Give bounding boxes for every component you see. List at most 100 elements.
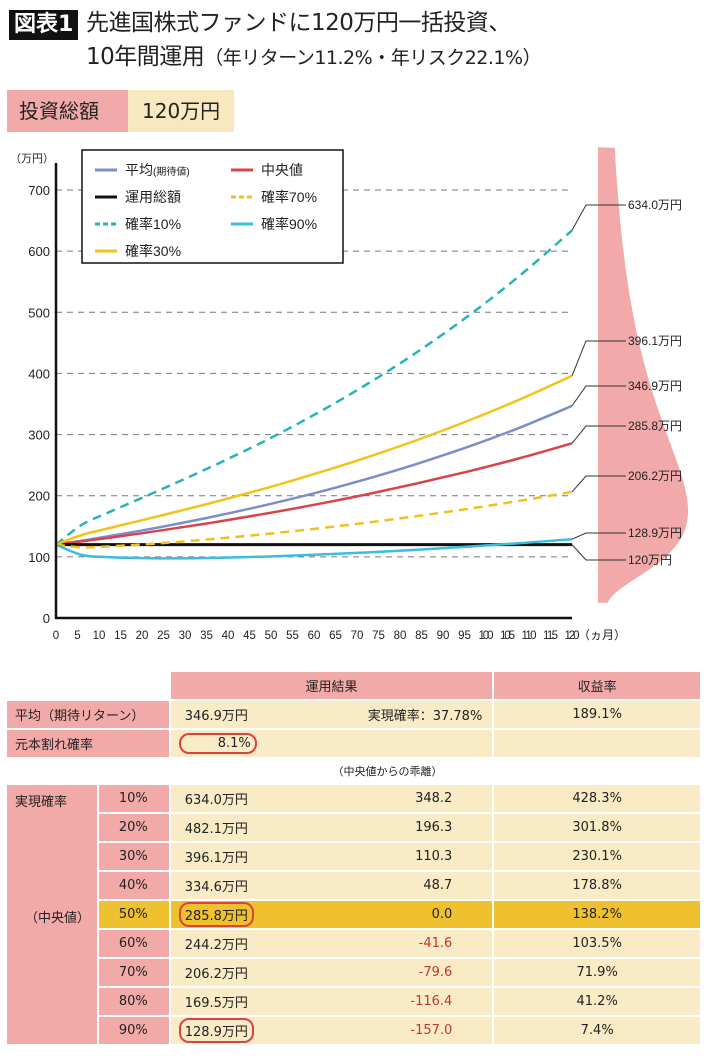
distribution-shape	[598, 147, 688, 603]
probability-row: 40% 334.6万円 48.7 178.8%	[7, 872, 700, 899]
loss-value-cell: 8.1%	[170, 730, 493, 757]
value-cell: 334.6万円 48.7	[170, 872, 493, 899]
callout-line	[571, 532, 626, 540]
x-tick-label: 80	[394, 630, 407, 642]
x-tick-label: 75	[372, 630, 385, 642]
x-tick-label: 50	[265, 630, 278, 642]
legend-label: 運用総額	[125, 189, 181, 205]
value: 169.5万円	[184, 996, 248, 1011]
value: 285.8万円	[178, 902, 254, 927]
end-value-label: 285.8万円	[628, 419, 682, 433]
y-tick-label: 500	[28, 305, 50, 320]
prob-cell: 90%	[98, 1017, 169, 1044]
value-cell: 482.1万円 196.3	[170, 814, 493, 841]
chart-title-line2: 10年間運用（年リターン11.2%・年リスク22.1%）	[86, 42, 542, 73]
y-axis-unit: （万円）	[10, 152, 54, 165]
y-tick-label: 100	[28, 550, 50, 565]
x-tick-label: 120	[565, 630, 580, 642]
loss-label: 元本割れ確率	[7, 730, 169, 757]
rate-cell: 103.5%	[494, 930, 700, 957]
prob-cell: 20%	[98, 814, 169, 841]
y-tick-label: 0	[43, 611, 50, 626]
legend-box	[81, 149, 344, 264]
figure-tag: 図表1	[9, 10, 79, 40]
deviation: -116.4	[410, 994, 453, 1009]
line-chart: 0 100 200 300 400 500 600 700 0 5 10 15 20 25 30 35 40 45…	[10, 147, 688, 642]
caption-row: （中央値からの乖離）	[7, 759, 700, 783]
value-cell: 634.0万円 348.2	[170, 785, 493, 812]
legend-label: 確率10%	[125, 216, 181, 232]
rate-cell: 230.1%	[494, 843, 700, 870]
probability-row: 60% 244.2万円 -41.6 103.5%	[7, 930, 700, 957]
deviation: -79.6	[418, 965, 453, 980]
x-tick-label: 10	[93, 630, 106, 642]
value: 128.9万円	[178, 1018, 254, 1043]
prob-cell: 30%	[98, 843, 169, 870]
rate-cell: 7.4%	[494, 1017, 700, 1044]
value-cell: 285.8万円 0.0	[170, 901, 493, 928]
series-line-3	[55, 490, 573, 549]
end-value-label: 206.2万円	[628, 469, 682, 483]
value: 396.1万円	[184, 851, 248, 866]
series-line-5	[55, 537, 573, 560]
prob-cell: 50%	[98, 901, 169, 928]
group-label-cell: 実現確率 （中央値）	[7, 785, 97, 1044]
rate-cell: 41.2%	[494, 988, 700, 1015]
mean-value-cell: 346.9万円 実現確率：37.78%	[170, 701, 493, 728]
header-rate: 収益率	[494, 672, 700, 699]
deviation: 0.0	[431, 907, 453, 922]
x-tick-label: 100	[479, 630, 494, 642]
mean-row: 平均（期待リターン） 346.9万円 実現確率：37.78% 189.1%	[7, 701, 700, 728]
median-label: （中央値）	[25, 911, 91, 926]
investment-label: 投資総額	[7, 90, 128, 132]
legend-label: 中央値	[261, 162, 303, 178]
callout-line	[571, 340, 626, 376]
y-tick-label: 700	[28, 183, 50, 198]
deviation: 48.7	[423, 878, 453, 893]
results-table: 運用結果 収益率 平均（期待リターン） 346.9万円 実現確率：37.78% 1…	[5, 670, 702, 1046]
mean-rate: 189.1%	[494, 701, 700, 728]
y-tick-label: 200	[28, 489, 50, 504]
x-tick-label: 105	[500, 630, 515, 642]
y-tick-label: 600	[28, 244, 50, 259]
legend-label: 確率30%	[125, 243, 181, 259]
probability-row: 30% 396.1万円 110.3 230.1%	[7, 843, 700, 870]
deviation: 196.3	[415, 820, 453, 835]
deviation: -41.6	[418, 936, 453, 951]
loss-row: 元本割れ確率 8.1%	[7, 730, 700, 757]
end-value-label: 396.1万円	[628, 334, 682, 348]
value: 206.2万円	[184, 967, 248, 982]
legend-label: 確率90%	[261, 216, 317, 232]
x-tick-label: 110	[522, 630, 537, 642]
end-value-label: 128.9万円	[628, 526, 682, 540]
value-cell: 128.9万円 -157.0	[170, 1017, 493, 1044]
x-tick-label: 55	[286, 630, 299, 642]
callout-line	[571, 425, 626, 444]
rate-cell: 178.8%	[494, 872, 700, 899]
rate-cell: 428.3%	[494, 785, 700, 812]
rate-cell: 301.8%	[494, 814, 700, 841]
x-tick-label: 90	[437, 630, 450, 642]
x-tick-label: 15	[114, 630, 127, 642]
header-result: 運用結果	[170, 672, 493, 699]
callout-line	[571, 544, 626, 561]
y-tick-label: 300	[28, 428, 50, 443]
rate-cell: 138.2%	[494, 901, 700, 928]
callout-line	[571, 385, 626, 407]
prob-cell: 60%	[98, 930, 169, 957]
x-tick-label: 5	[74, 630, 80, 642]
probability-row: 50% 285.8万円 0.0 138.2%	[7, 901, 700, 928]
end-value-label: 120万円	[628, 553, 672, 567]
mean-value: 346.9万円	[184, 709, 248, 724]
callout-line	[571, 204, 626, 231]
x-tick-label: 35	[200, 630, 213, 642]
group-label: 実現確率	[15, 795, 68, 810]
legend-label: 確率70%	[261, 189, 317, 205]
y-tick-label: 400	[28, 366, 50, 381]
loss-rate-empty	[494, 730, 700, 757]
probability-row: 90% 128.9万円 -157.0 7.4%	[7, 1017, 700, 1044]
probability-row: 20% 482.1万円 196.3 301.8%	[7, 814, 700, 841]
prob-cell: 40%	[98, 872, 169, 899]
value-cell: 169.5万円 -116.4	[170, 988, 493, 1015]
chart-title-line1: 先進国株式ファンドに120万円一括投資、	[86, 10, 511, 36]
